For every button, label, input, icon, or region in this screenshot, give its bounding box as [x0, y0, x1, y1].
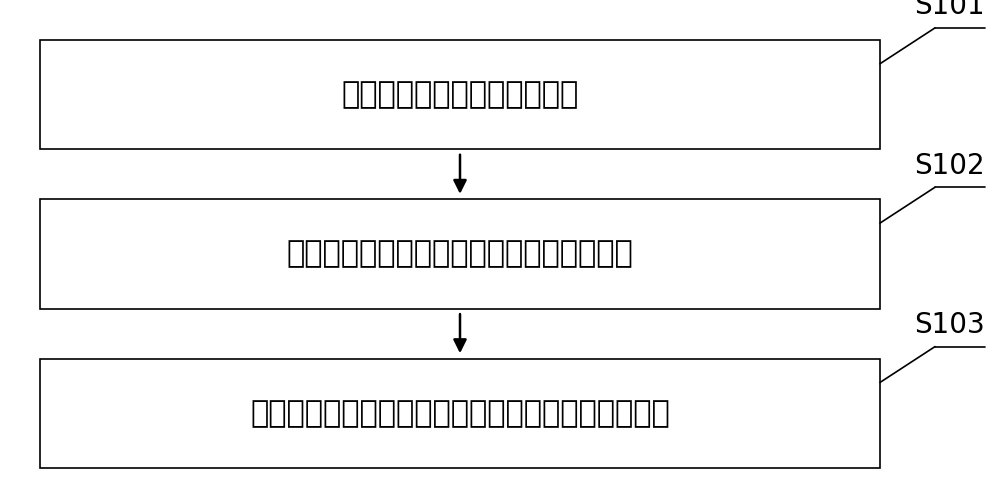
Text: 根据标定数据按照预设标定算法对电子罗盘进行标定: 根据标定数据按照预设标定算法对电子罗盘进行标定	[250, 399, 670, 428]
Bar	[40, 199, 880, 309]
Bar	[40, 40, 880, 149]
Text: S101: S101	[914, 0, 985, 20]
Text: 控制机器人按照规划路径运动: 控制机器人按照规划路径运动	[341, 80, 579, 109]
Text: 采集运动过程之中电子罗盘采集的标定数据: 采集运动过程之中电子罗盘采集的标定数据	[287, 240, 633, 268]
Bar	[40, 359, 880, 468]
Text: S103: S103	[914, 311, 985, 339]
Text: S102: S102	[914, 152, 985, 180]
